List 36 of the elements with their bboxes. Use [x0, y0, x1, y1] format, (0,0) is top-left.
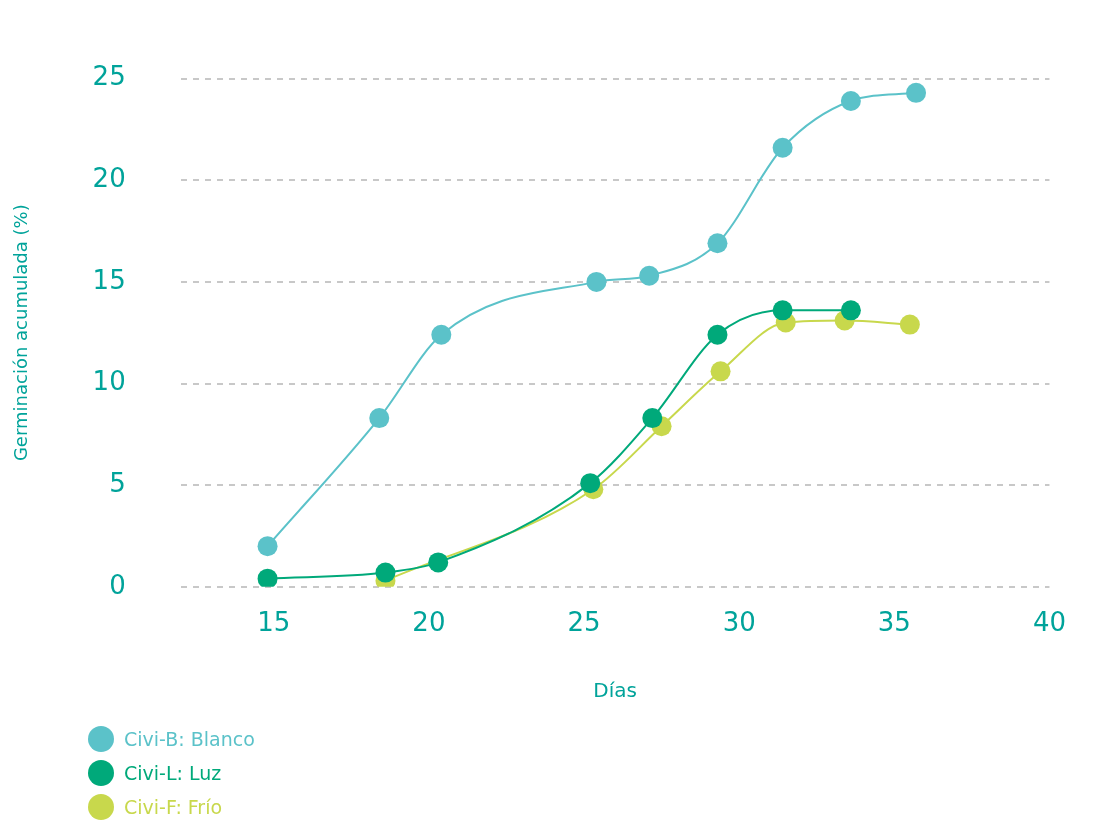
x-tick-label: 20 — [412, 607, 446, 638]
point — [707, 233, 728, 254]
x-axis-title: Días — [593, 678, 637, 703]
y-tick-label: 25 — [92, 61, 126, 92]
point — [586, 271, 607, 292]
legend-label: Civi-L: Luz — [124, 762, 222, 784]
point — [369, 408, 390, 429]
point — [431, 324, 452, 345]
legend-label: Civi-F: Frío — [124, 796, 223, 818]
point — [639, 265, 660, 286]
point — [840, 300, 861, 321]
y-tick-label: 10 — [92, 366, 126, 397]
y-tick-label: 15 — [92, 264, 126, 295]
point — [642, 408, 663, 429]
point — [257, 536, 278, 557]
point — [906, 82, 927, 103]
x-tick-label: 15 — [257, 607, 291, 638]
y-tick-label: 20 — [92, 162, 126, 193]
point — [899, 314, 920, 335]
x-tick-label: 30 — [722, 607, 756, 638]
legend-label: Civi-B: Blanco — [124, 728, 255, 750]
x-tick-label: 25 — [567, 607, 601, 638]
y-tick-label: 5 — [109, 467, 126, 498]
y-axis-title: Germinación acumulada (%) — [10, 204, 32, 462]
point — [710, 361, 731, 382]
point — [772, 137, 793, 158]
point — [428, 552, 449, 573]
point — [257, 568, 278, 587]
point — [707, 324, 728, 345]
y-tick-label: 0 — [109, 569, 126, 600]
x-tick-label: 35 — [877, 607, 911, 638]
point — [375, 562, 396, 583]
point — [840, 90, 861, 111]
x-tick-label: 40 — [1032, 607, 1066, 638]
point — [580, 473, 601, 494]
point — [772, 300, 793, 321]
